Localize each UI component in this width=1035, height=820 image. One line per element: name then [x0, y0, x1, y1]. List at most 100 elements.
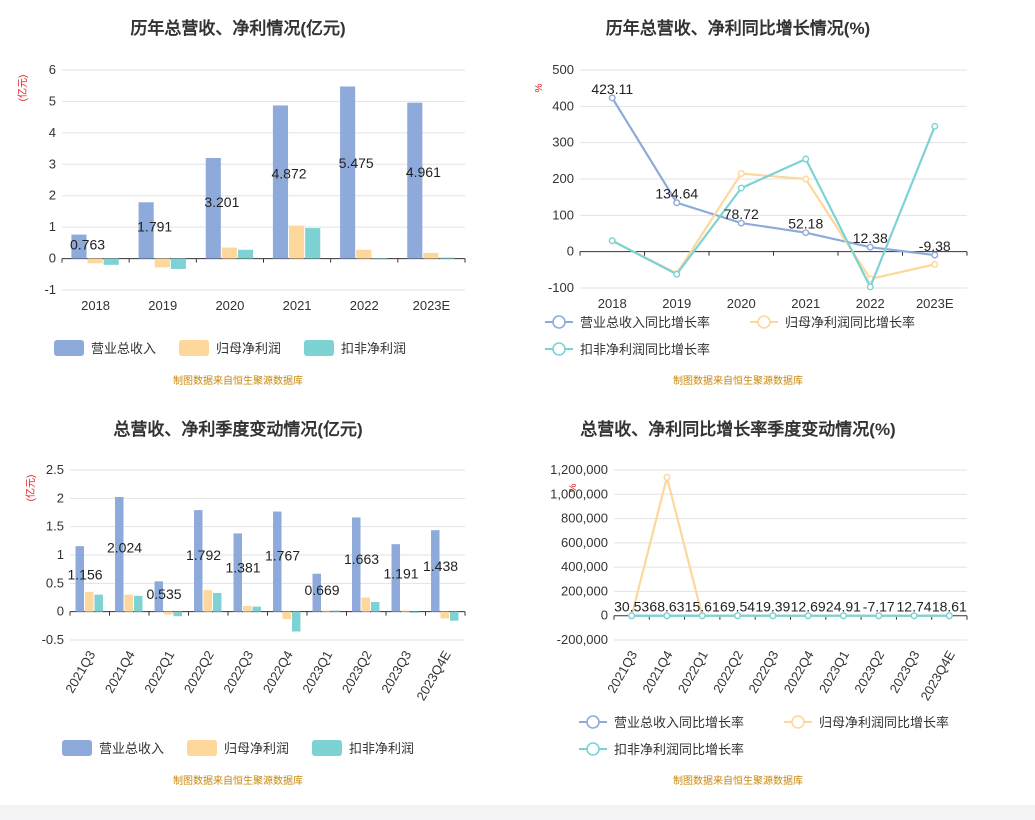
point-3-2021[interactable]	[802, 155, 810, 163]
y-tick-label: 1	[49, 219, 56, 234]
bar-2-2019[interactable]	[154, 258, 170, 268]
point-3-2023Q4E[interactable]	[945, 612, 953, 620]
bar-1-2023Q2[interactable]	[352, 517, 361, 612]
legend-label[interactable]: 扣非净利润	[349, 741, 414, 756]
bar-3-2022Q4[interactable]	[291, 611, 301, 632]
point-1-2019[interactable]	[673, 199, 681, 207]
point-1-2022[interactable]	[866, 243, 874, 251]
legend-label[interactable]: 营业总收入	[91, 341, 156, 356]
data-label: 24.91	[826, 599, 861, 615]
chart-title: 历年总营收、净利情况(亿元)	[130, 18, 345, 38]
point-3-2019[interactable]	[673, 270, 681, 278]
point-3-2023Q1[interactable]	[839, 612, 847, 620]
bar-3-2022Q3[interactable]	[252, 606, 261, 612]
legend-label[interactable]: 营业总收入	[99, 741, 164, 756]
bar-2-2023E[interactable]	[423, 252, 439, 259]
bar-1-2023Q3[interactable]	[391, 544, 401, 612]
bar-2-2022Q3[interactable]	[243, 606, 252, 612]
bar-3-2023Q3[interactable]	[410, 611, 419, 613]
legend-swatch[interactable]	[304, 340, 334, 356]
bar-3-2018[interactable]	[103, 258, 119, 265]
legend-label[interactable]: 归母净利润	[224, 741, 289, 756]
bar-2-2022[interactable]	[356, 249, 372, 259]
bar-2-2021Q3[interactable]	[85, 591, 94, 612]
legend-label[interactable]: 扣非净利润	[341, 341, 406, 356]
point-2-2021Q4[interactable]	[663, 473, 671, 481]
bar-3-2019[interactable]	[170, 258, 186, 269]
point-1-2020[interactable]	[737, 219, 745, 227]
bar-1-2023Q1[interactable]	[312, 573, 322, 612]
legend-label[interactable]: 营业总收入同比增长率	[614, 715, 744, 730]
bar-3-2021Q4[interactable]	[133, 595, 143, 612]
point-3-2022[interactable]	[866, 283, 874, 291]
bar-1-2021[interactable]	[272, 105, 289, 259]
bar-3-2023Q1[interactable]	[331, 610, 340, 612]
bar-3-2020[interactable]	[237, 249, 254, 259]
bar-2-2022Q2[interactable]	[203, 590, 212, 612]
bar-2-2022Q4[interactable]	[282, 611, 291, 620]
data-label: -7.17	[863, 599, 895, 615]
bar-3-2023Q4E[interactable]	[449, 611, 459, 621]
bar-2-2023Q4E[interactable]	[440, 611, 449, 619]
bar-3-2022[interactable]	[372, 258, 388, 260]
data-label: 1.792	[186, 547, 221, 563]
point-3-2023Q3[interactable]	[910, 612, 918, 620]
bar-3-2022Q2[interactable]	[212, 592, 222, 612]
bar-1-2020[interactable]	[205, 157, 221, 259]
point-1-2023E[interactable]	[931, 251, 939, 259]
x-tick-label: 2021Q4	[639, 648, 675, 696]
point-3-2020[interactable]	[737, 184, 745, 192]
bar-1-2023E[interactable]	[407, 102, 423, 259]
point-3-2023E[interactable]	[931, 122, 939, 130]
legend-swatch[interactable]	[187, 740, 217, 756]
bar-2-2021Q4[interactable]	[124, 594, 133, 612]
legend-label[interactable]: 归母净利润同比增长率	[819, 715, 949, 730]
bar-1-2022[interactable]	[340, 86, 356, 259]
point-3-2021Q4[interactable]	[663, 612, 671, 620]
legend-label[interactable]: 扣非净利润同比增长率	[614, 742, 744, 757]
legend-swatch[interactable]	[54, 340, 84, 356]
bar-1-2022Q2[interactable]	[194, 510, 203, 612]
bar-3-2023E[interactable]	[439, 257, 455, 259]
bar-2-2023Q3[interactable]	[401, 610, 410, 612]
bar-1-2022Q1[interactable]	[154, 581, 164, 612]
bar-1-2022Q4[interactable]	[273, 511, 282, 612]
bar-3-2021Q3[interactable]	[94, 594, 103, 612]
legend-swatch[interactable]	[312, 740, 342, 756]
x-tick-label: 2021Q3	[62, 648, 98, 696]
point-3-2022Q2[interactable]	[734, 612, 742, 620]
point-1-2018[interactable]	[608, 94, 616, 102]
bar-1-2019[interactable]	[138, 202, 154, 259]
bar-2-2022Q1[interactable]	[164, 611, 173, 615]
bar-1-2021Q3[interactable]	[75, 546, 85, 612]
bar-2-2023Q2[interactable]	[361, 597, 370, 612]
point-2-2020[interactable]	[737, 170, 745, 178]
bar-1-2022Q3[interactable]	[233, 533, 243, 612]
point-3-2022Q4[interactable]	[804, 612, 812, 620]
legend-label[interactable]: 扣非净利润同比增长率	[580, 342, 710, 357]
legend-swatch[interactable]	[62, 740, 92, 756]
bar-2-2018[interactable]	[87, 258, 103, 264]
bar-3-2022Q1[interactable]	[173, 611, 182, 617]
point-3-2018[interactable]	[608, 237, 616, 245]
point-3-2022Q1[interactable]	[698, 612, 706, 620]
bar-1-2023Q4E[interactable]	[431, 530, 440, 612]
legend-swatch[interactable]	[179, 340, 209, 356]
bar-1-2018[interactable]	[71, 234, 87, 259]
point-3-2022Q3[interactable]	[769, 612, 777, 620]
bar-2-2020[interactable]	[221, 247, 237, 259]
bar-2-2021[interactable]	[289, 225, 305, 259]
point-2-2023E[interactable]	[931, 260, 939, 268]
legend-label[interactable]: 营业总收入同比增长率	[580, 315, 710, 330]
bar-3-2023Q2[interactable]	[370, 602, 380, 612]
point-1-2021[interactable]	[802, 229, 810, 237]
legend-label[interactable]: 归母净利润同比增长率	[785, 315, 915, 330]
bar-1-2021Q4[interactable]	[115, 496, 124, 612]
point-3-2021Q3[interactable]	[628, 612, 636, 620]
bar-2-2023Q1[interactable]	[322, 610, 331, 612]
bar-3-2021[interactable]	[305, 228, 321, 259]
point-3-2023Q2[interactable]	[875, 612, 883, 620]
point-2-2021[interactable]	[802, 175, 810, 183]
legend-label[interactable]: 归母净利润	[216, 341, 281, 356]
